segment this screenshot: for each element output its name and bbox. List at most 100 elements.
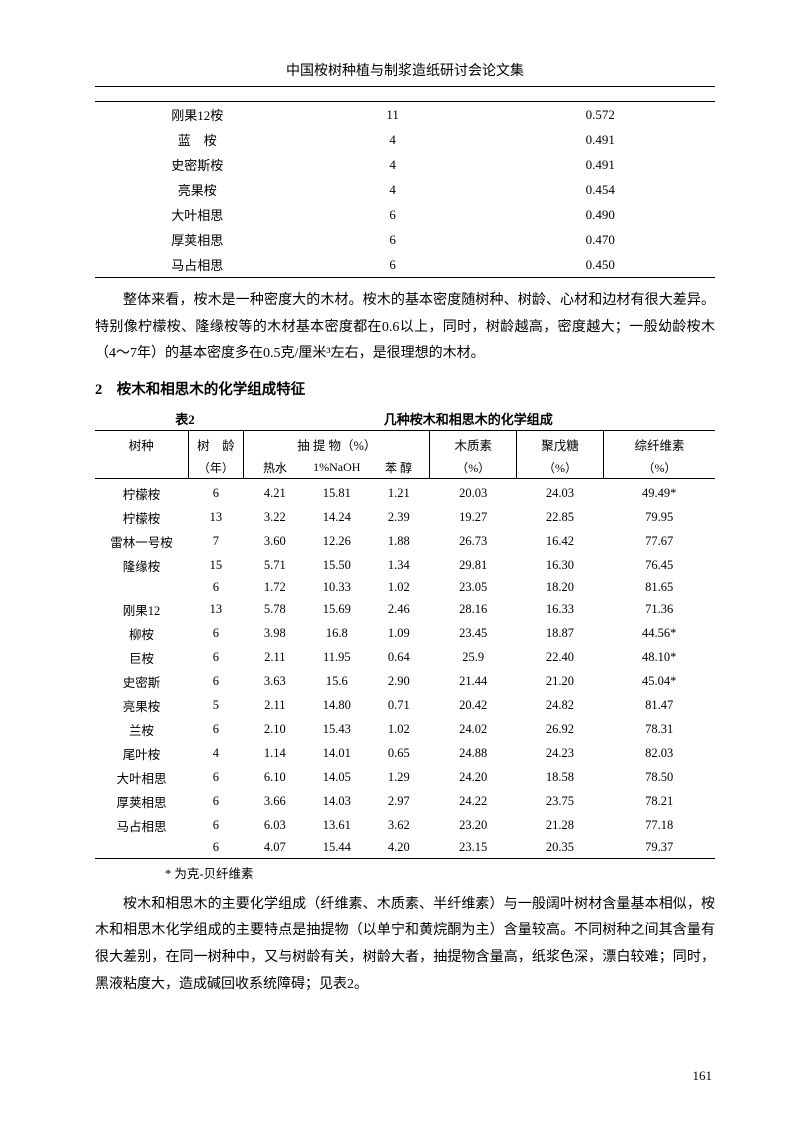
table-cell: 3.98 [244, 622, 306, 646]
table-cell: 82.03 [603, 742, 715, 766]
th-hotwater: 热水 [244, 456, 306, 479]
table-row: 隆缘桉155.7115.501.3429.8116.3076.45 [95, 554, 715, 578]
table-cell: 20.35 [517, 838, 604, 859]
table-cell: 26.92 [517, 718, 604, 742]
table-cell: 亮果桉 [95, 694, 188, 718]
table-cell: 0.450 [486, 252, 715, 278]
table-cell: 6 [188, 622, 244, 646]
table-cell: 6 [300, 252, 486, 278]
table-cell: 78.50 [603, 766, 715, 790]
th-lignin: 木质素 [430, 430, 517, 456]
th-naoh: 1%NaOH [306, 456, 368, 479]
table-cell: 23.15 [430, 838, 517, 859]
table-row: 尾叶桉41.1414.010.6524.8824.2382.03 [95, 742, 715, 766]
table-cell: 7 [188, 530, 244, 554]
table-cell: 21.20 [517, 670, 604, 694]
table-cell: 2.10 [244, 718, 306, 742]
table-cell: 15.43 [306, 718, 368, 742]
table-cell: 13.61 [306, 814, 368, 838]
table-row: 雷林一号桉73.6012.261.8826.7316.4277.67 [95, 530, 715, 554]
th-species: 树种 [95, 430, 188, 456]
table-cell: 史密斯 [95, 670, 188, 694]
table-cell: 3.22 [244, 506, 306, 530]
table-cell: 1.34 [368, 554, 430, 578]
table-cell [95, 578, 188, 598]
table-cell: 6 [188, 646, 244, 670]
table-cell: 21.44 [430, 670, 517, 694]
table-cell: 5.71 [244, 554, 306, 578]
table2-label: 表2 [95, 409, 275, 428]
table-cell: 23.05 [430, 578, 517, 598]
table-cell: 6 [300, 227, 486, 252]
table-cell: 21.28 [517, 814, 604, 838]
table-cell: 3.63 [244, 670, 306, 694]
table-cell: 史密斯桉 [95, 152, 300, 177]
table-cell: 71.36 [603, 598, 715, 622]
section-2-heading: 2 桉木和相思木的化学组成特征 [95, 378, 715, 399]
table-cell: 1.02 [368, 578, 430, 598]
table-cell: 6.03 [244, 814, 306, 838]
table-cell: 4 [188, 742, 244, 766]
table-cell: 1.29 [368, 766, 430, 790]
table-cell: 5 [188, 694, 244, 718]
table-cell: 厚荚相思 [95, 227, 300, 252]
table-cell: 2.97 [368, 790, 430, 814]
table-cell: 18.87 [517, 622, 604, 646]
table-cell: 0.65 [368, 742, 430, 766]
table-row: 刚果12135.7815.692.4628.1616.3371.36 [95, 598, 715, 622]
table-cell: 0.71 [368, 694, 430, 718]
table-cell: 6 [188, 790, 244, 814]
table-cell: 6 [188, 718, 244, 742]
table-cell: 蓝 桉 [95, 127, 300, 152]
table-row: 史密斯桉40.491 [95, 152, 715, 177]
table-cell: 13 [188, 506, 244, 530]
table2-footnote: * 为克-贝纤维素 [165, 863, 715, 882]
table-cell: 14.80 [306, 694, 368, 718]
table-cell: 19.27 [430, 506, 517, 530]
table-row: 巨桉62.1111.950.6425.922.4048.10* [95, 646, 715, 670]
table-cell: 1.21 [368, 479, 430, 506]
table-cell: 3.62 [368, 814, 430, 838]
th-extracts: 抽 提 物（%） [244, 430, 430, 456]
th-pct4: （%） [430, 456, 517, 479]
table-cell: 4.21 [244, 479, 306, 506]
table-cell: 雷林一号桉 [95, 530, 188, 554]
table-cell: 厚荚相思 [95, 790, 188, 814]
table-cell: 79.95 [603, 506, 715, 530]
table-cell: 0.64 [368, 646, 430, 670]
table-cell: 24.20 [430, 766, 517, 790]
table-cell: 44.56* [603, 622, 715, 646]
table-cell: 6 [188, 670, 244, 694]
table-cell: 隆缘桉 [95, 554, 188, 578]
paragraph-chemical: 桉木和相思木的主要化学组成（纤维素、木质素、半纤维素）与一般阔叶树材含量基本相似… [95, 892, 715, 998]
th-year-unit: （年） [188, 456, 244, 479]
table-cell: 15.81 [306, 479, 368, 506]
table-cell: 23.75 [517, 790, 604, 814]
table-cell: 24.02 [430, 718, 517, 742]
table-cell: 45.04* [603, 670, 715, 694]
table-cell: 4 [300, 177, 486, 202]
table-cell: 16.8 [306, 622, 368, 646]
table-cell: 14.03 [306, 790, 368, 814]
table-cell: 24.23 [517, 742, 604, 766]
table-row: 史密斯63.6315.62.9021.4421.2045.04* [95, 670, 715, 694]
table-cell: 79.37 [603, 838, 715, 859]
table-cell: 81.65 [603, 578, 715, 598]
table-cell: 15.69 [306, 598, 368, 622]
page-header-title: 中国桉树种植与制浆造纸研讨会论文集 [95, 60, 715, 87]
table-cell: 3.66 [244, 790, 306, 814]
table-cell: 26.73 [430, 530, 517, 554]
th-benzene: 苯 醇 [368, 456, 430, 479]
table-row: 马占相思60.450 [95, 252, 715, 278]
table-cell: 兰桉 [95, 718, 188, 742]
table-cell: 49.49* [603, 479, 715, 506]
th-pct6: （%） [603, 456, 715, 479]
table-cell: 77.18 [603, 814, 715, 838]
table2-caption: 表2 几种桉木和相思木的化学组成 [95, 409, 715, 428]
table-cell: 15.6 [306, 670, 368, 694]
table-cell: 1.09 [368, 622, 430, 646]
table-cell: 10.33 [306, 578, 368, 598]
table-cell: 0.470 [486, 227, 715, 252]
table-row: 柠檬桉64.2115.811.2120.0324.0349.49* [95, 479, 715, 506]
table-cell: 刚果12桉 [95, 102, 300, 128]
